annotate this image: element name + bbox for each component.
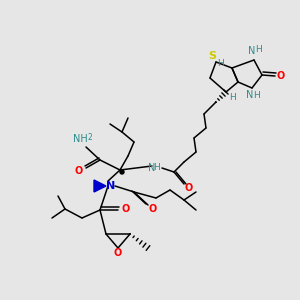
Text: N: N (148, 163, 156, 173)
Text: H: H (255, 46, 261, 55)
Text: H: H (253, 92, 260, 100)
Text: O: O (277, 71, 285, 81)
Text: N: N (106, 181, 116, 191)
Text: NH: NH (73, 134, 87, 144)
Text: H: H (154, 164, 160, 172)
Text: H: H (217, 58, 224, 68)
Text: N: N (248, 46, 256, 56)
Text: O: O (75, 166, 83, 176)
Polygon shape (94, 180, 106, 192)
Text: 2: 2 (88, 133, 92, 142)
Text: O: O (149, 204, 157, 214)
Circle shape (120, 170, 124, 174)
Text: O: O (122, 204, 130, 214)
Text: N: N (246, 90, 254, 100)
Text: H: H (230, 92, 236, 101)
Text: S: S (208, 51, 216, 61)
Text: O: O (114, 248, 122, 258)
Text: O: O (185, 183, 193, 193)
